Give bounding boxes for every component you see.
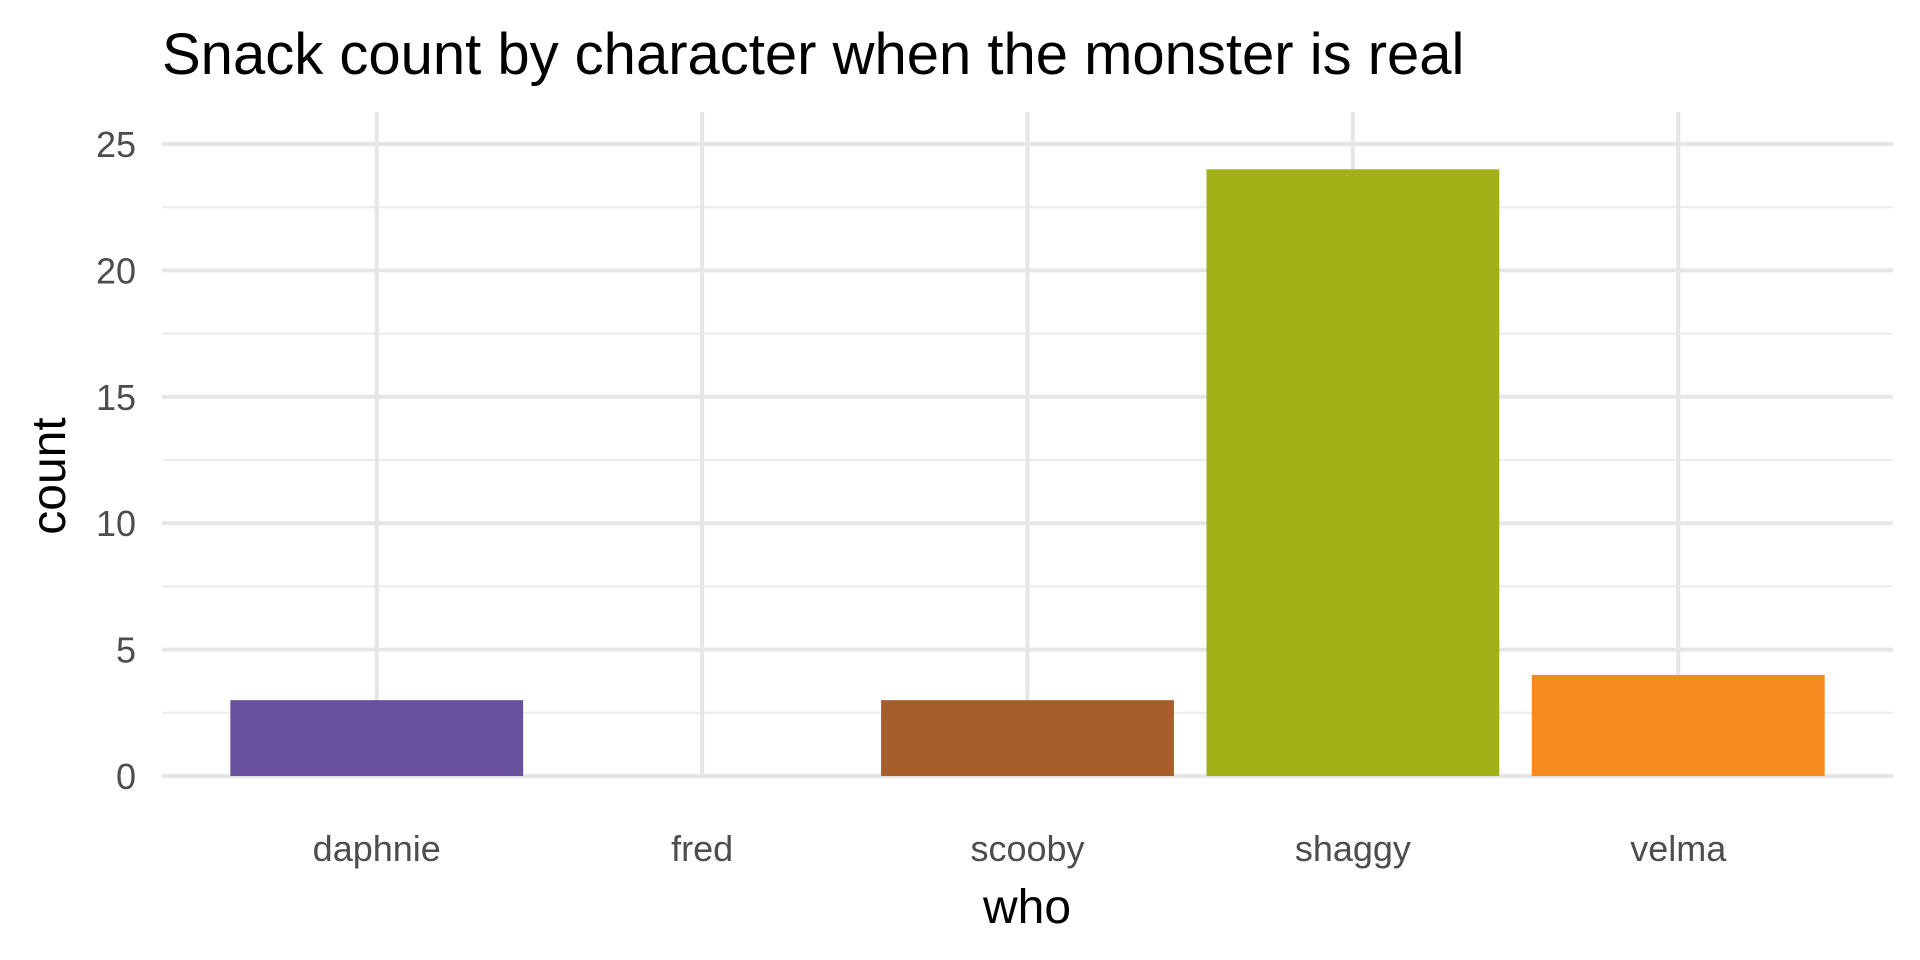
y-tick-label: 10 bbox=[96, 503, 136, 544]
y-tick-label: 0 bbox=[116, 756, 136, 797]
y-tick-label: 25 bbox=[96, 124, 136, 165]
x-tick-label: fred bbox=[671, 828, 733, 869]
y-tick-label: 15 bbox=[96, 377, 136, 418]
x-axis-tick-labels: daphnie fred scooby shaggy velma bbox=[313, 828, 1728, 869]
bars bbox=[230, 169, 1825, 776]
y-axis-tick-labels: 0 5 10 15 20 25 bbox=[96, 124, 136, 797]
bar-daphnie bbox=[230, 700, 524, 776]
y-axis-title: count bbox=[23, 417, 76, 534]
x-tick-label: velma bbox=[1630, 828, 1727, 869]
bar-velma bbox=[1531, 674, 1825, 776]
bar-scooby bbox=[881, 700, 1174, 776]
bar-shaggy bbox=[1206, 169, 1500, 776]
y-tick-label: 20 bbox=[96, 250, 136, 291]
chart-title: Snack count by character when the monste… bbox=[162, 22, 1464, 87]
x-tick-label: daphnie bbox=[313, 828, 441, 869]
x-tick-label: shaggy bbox=[1295, 828, 1411, 869]
y-tick-label: 5 bbox=[116, 630, 136, 671]
x-axis-title: who bbox=[982, 881, 1071, 934]
x-tick-label: scooby bbox=[970, 828, 1084, 869]
